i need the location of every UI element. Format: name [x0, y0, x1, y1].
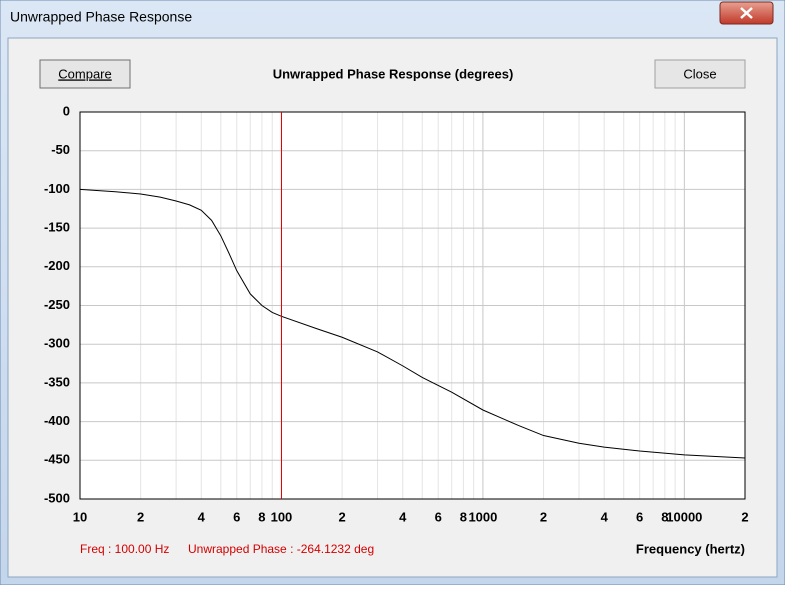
- close-label: Close: [683, 66, 716, 81]
- y-tick-label: -400: [44, 413, 70, 428]
- y-tick-label: -500: [44, 490, 70, 505]
- plot-border: [79, 111, 746, 500]
- x-tick-label: 6: [636, 509, 643, 524]
- x-tick-label: 10000: [666, 509, 702, 524]
- compare-button[interactable]: [39, 59, 131, 89]
- x-tick-label: 100: [271, 509, 293, 524]
- y-tick-label: -250: [44, 297, 70, 312]
- x-tick-label: 8: [460, 509, 467, 524]
- y-tick-label: -150: [44, 220, 70, 235]
- x-tick-label: 10: [73, 509, 87, 524]
- window-title: Unwrapped Phase Response: [10, 9, 192, 25]
- x-tick-label: 2: [741, 509, 748, 524]
- close-icon: [740, 7, 753, 19]
- y-tick-label: -350: [44, 374, 70, 389]
- status-phase: Unwrapped Phase : -264.1232 deg: [188, 542, 374, 556]
- y-tick-label: 0: [63, 103, 70, 118]
- x-tick-label: 2: [137, 509, 144, 524]
- status-freq: Freq : 100.00 Hz: [80, 542, 169, 556]
- x-tick-label: 6: [435, 509, 442, 524]
- x-tick-label: 8: [258, 509, 265, 524]
- chart-title: Unwrapped Phase Response (degrees): [273, 66, 514, 81]
- y-tick-label: -200: [44, 258, 70, 273]
- y-tick-label: -450: [44, 452, 70, 467]
- x-tick-label: 6: [233, 509, 240, 524]
- x-tick-label: 4: [399, 509, 407, 524]
- x-tick-label: 2: [338, 509, 345, 524]
- x-tick-label: 4: [601, 509, 609, 524]
- x-tick-label: 2: [540, 509, 547, 524]
- x-tick-label: 8: [661, 509, 668, 524]
- compare-label: Compare: [58, 66, 111, 81]
- y-tick-label: -300: [44, 336, 70, 351]
- x-axis-label: Frequency (hertz): [636, 541, 745, 556]
- y-tick-label: -50: [51, 142, 70, 157]
- x-tick-label: 1000: [468, 509, 497, 524]
- y-tick-label: -100: [44, 181, 70, 196]
- close-button[interactable]: [654, 59, 746, 89]
- x-tick-label: 4: [198, 509, 206, 524]
